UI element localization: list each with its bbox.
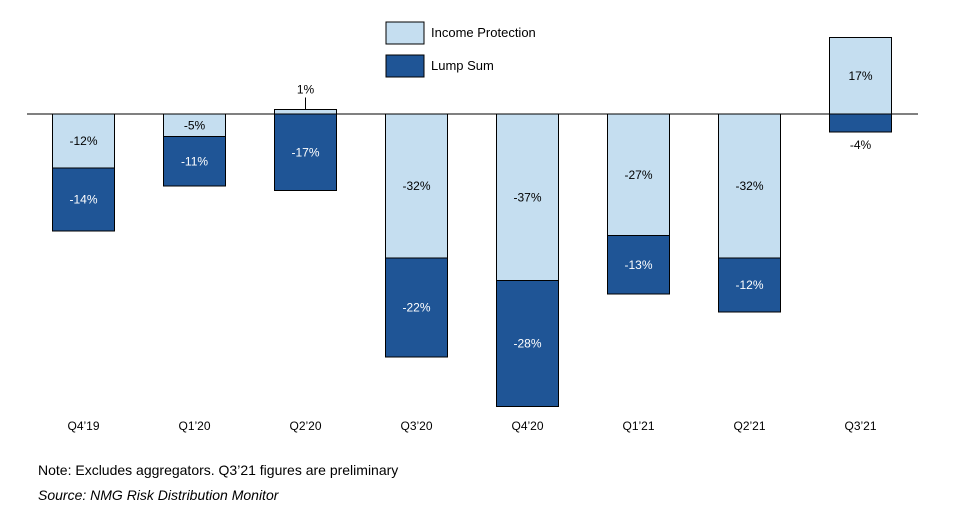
bar-lump-sum-5 (607, 235, 670, 295)
label-lump-sum-5: -13% (624, 258, 652, 272)
bar-income-protection-5 (607, 113, 670, 236)
x-tick-label-5: Q1’21 (622, 419, 654, 433)
legend-swatch-0 (385, 21, 425, 45)
bar-lump-sum-4 (496, 280, 559, 407)
label-income-protection-1: -5% (184, 118, 206, 132)
bar-income-protection-0 (52, 113, 115, 169)
label-income-protection-4: -37% (513, 190, 541, 204)
label-lump-sum-2: -17% (291, 145, 319, 159)
x-tick-label-0: Q4’19 (67, 419, 99, 433)
stacked-bar-chart: Income Protection Lump Sum -12% -14% -5% -11… (27, 21, 918, 433)
bar-income-protection-4 (496, 113, 559, 281)
legend-swatch-1 (385, 54, 425, 78)
legend-label-0: Income Protection (431, 25, 536, 40)
legend: Income Protection Lump Sum (385, 21, 536, 78)
label-income-protection-0: -12% (69, 134, 97, 148)
label-lump-sum-0: -14% (69, 193, 97, 207)
bar-income-protection-3 (385, 113, 448, 259)
x-tick-label-7: Q3’21 (844, 419, 876, 433)
x-axis-ticks: Q4’19 Q1’20 Q2’20 Q3’20 Q4’20 Q1’21 Q2’21 Q3’21 (67, 419, 876, 433)
x-tick-label-1: Q1’20 (178, 419, 210, 433)
chart-note: Note: Excludes aggregators. Q3’21 figure… (38, 462, 399, 478)
label-lump-sum-3: -22% (402, 301, 430, 315)
bar-lump-sum-3 (385, 257, 448, 358)
bar-lump-sum-1 (163, 136, 226, 187)
label-income-protection-2: 1% (297, 83, 315, 97)
bar-lump-sum-0 (52, 167, 115, 232)
bar-income-protection-6 (718, 113, 781, 259)
label-income-protection-5: -27% (624, 168, 652, 182)
legend-label-1: Lump Sum (431, 58, 494, 73)
bar-lump-sum-7 (829, 113, 892, 133)
bar-lump-sum-2 (274, 113, 337, 191)
label-lump-sum-1: -11% (181, 154, 208, 168)
x-tick-label-3: Q3’20 (400, 419, 432, 433)
label-income-protection-6: -32% (735, 179, 763, 193)
label-lump-sum-7: -4% (850, 138, 872, 152)
label-income-protection-3: -32% (402, 179, 430, 193)
bar-lump-sum-6 (718, 257, 781, 313)
chart-source: Source: NMG Risk Distribution Monitor (38, 487, 279, 503)
label-lump-sum-4: -28% (513, 337, 541, 351)
label-income-protection-7: 17% (848, 69, 872, 83)
label-lump-sum-6: -12% (735, 278, 763, 292)
bars-group: -12% -14% -5% -11% 1% -17% -32% -22% -37% -28% -27… (52, 37, 892, 407)
x-tick-label-4: Q4’20 (511, 419, 543, 433)
x-tick-label-2: Q2’20 (289, 419, 321, 433)
bar-income-protection-2 (274, 109, 337, 115)
x-tick-label-6: Q2’21 (733, 419, 765, 433)
